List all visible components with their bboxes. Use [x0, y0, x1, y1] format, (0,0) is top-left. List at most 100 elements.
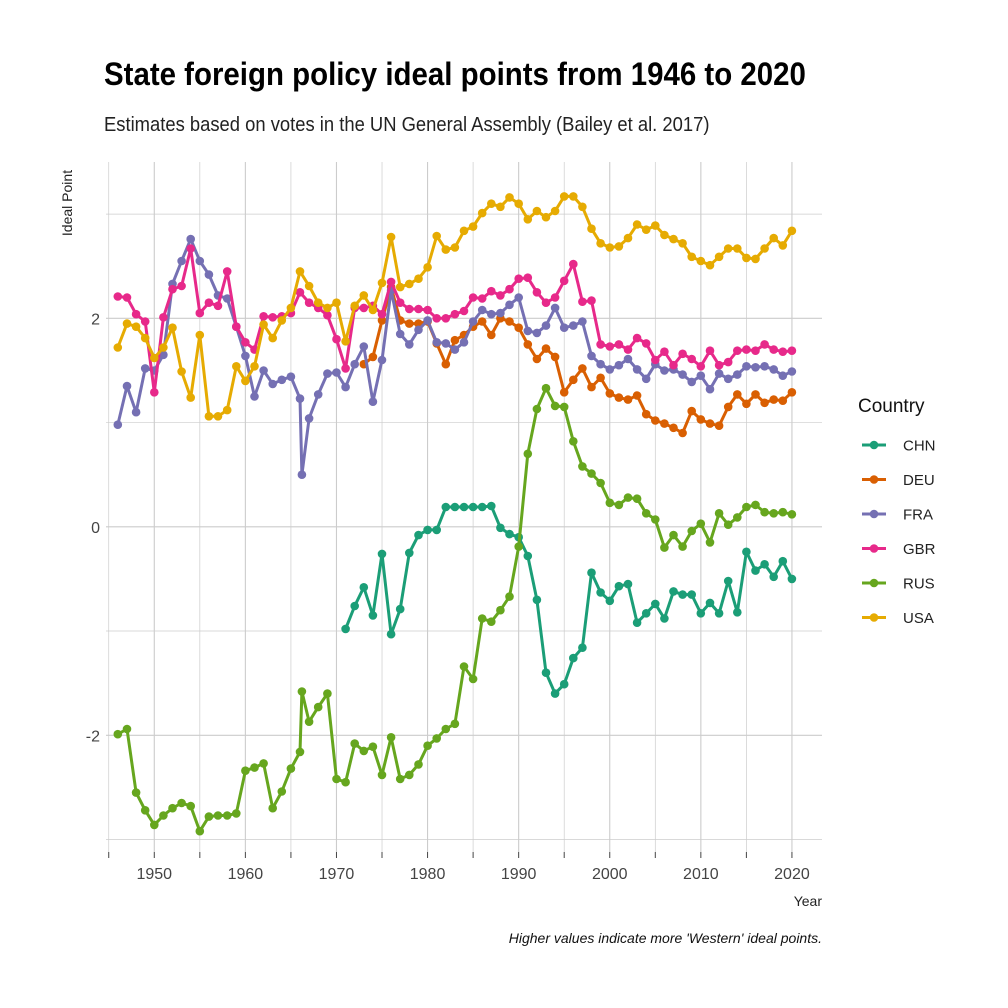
- data-point: [496, 523, 505, 533]
- data-point: [195, 330, 205, 340]
- data-point: [113, 420, 123, 430]
- series-rus: [113, 383, 797, 836]
- data-point: [623, 493, 633, 502]
- data-point: [386, 277, 396, 287]
- data-point: [222, 811, 232, 820]
- data-point: [496, 202, 505, 212]
- data-point: [614, 500, 624, 510]
- data-point: [313, 298, 323, 308]
- data-point: [641, 339, 651, 348]
- data-point: [651, 515, 660, 524]
- data-point: [687, 252, 696, 262]
- data-point: [651, 599, 660, 609]
- data-point: [204, 812, 214, 821]
- data-point: [769, 509, 778, 518]
- data-point: [213, 301, 223, 311]
- data-point: [705, 346, 715, 356]
- x-tick-label: 1950: [136, 866, 172, 883]
- data-point: [541, 212, 551, 222]
- data-point: [297, 470, 307, 480]
- data-point: [395, 282, 405, 292]
- data-point: [578, 202, 587, 212]
- data-point: [250, 362, 259, 371]
- data-point: [477, 502, 487, 512]
- data-point: [660, 230, 669, 240]
- data-point: [514, 542, 523, 551]
- data-point: [641, 609, 651, 618]
- data-point: [405, 340, 414, 349]
- data-point: [641, 374, 651, 384]
- data-point: [769, 365, 778, 374]
- data-point: [350, 301, 360, 311]
- data-point: [441, 314, 451, 323]
- data-point: [441, 724, 451, 734]
- data-point: [323, 369, 332, 378]
- data-point: [569, 375, 578, 385]
- data-point: [140, 333, 150, 343]
- data-point: [159, 313, 168, 322]
- data-point: [177, 281, 186, 291]
- data-point: [742, 345, 751, 354]
- data-point: [505, 284, 514, 294]
- data-point: [778, 507, 788, 517]
- legend-swatch-point: [869, 440, 879, 450]
- data-point: [632, 494, 642, 504]
- data-point: [332, 774, 341, 784]
- data-point: [605, 342, 615, 351]
- data-point: [596, 478, 605, 488]
- data-point: [241, 766, 250, 775]
- chart-subtitle: Estimates based on votes in the UN Gener…: [104, 114, 710, 136]
- data-point: [769, 572, 778, 582]
- data-point: [377, 278, 387, 288]
- data-point: [304, 298, 314, 308]
- data-point: [459, 226, 469, 236]
- data-point: [414, 304, 423, 314]
- legend-label: DEU: [903, 472, 935, 489]
- data-point: [377, 355, 387, 365]
- data-point: [733, 346, 742, 356]
- data-point: [414, 760, 423, 769]
- data-point: [368, 742, 378, 751]
- data-point: [532, 328, 542, 338]
- data-point: [140, 806, 150, 815]
- data-point: [523, 326, 533, 336]
- data-point: [532, 404, 542, 414]
- data-point: [723, 374, 733, 384]
- data-point: [559, 679, 569, 689]
- data-point: [341, 337, 350, 346]
- legend-item-rus: RUS: [862, 576, 935, 593]
- data-point: [760, 398, 769, 408]
- legend-label: RUS: [903, 576, 935, 593]
- data-point: [596, 239, 605, 248]
- data-point: [432, 314, 442, 323]
- data-point: [468, 293, 478, 302]
- data-point: [751, 254, 760, 264]
- data-point: [578, 297, 587, 307]
- data-point: [505, 317, 514, 326]
- data-point: [523, 273, 533, 283]
- data-point: [787, 226, 797, 236]
- data-point: [687, 354, 696, 364]
- data-point: [432, 338, 442, 347]
- data-point: [760, 340, 769, 349]
- data-point: [596, 588, 605, 597]
- data-point: [477, 208, 487, 218]
- chart-caption: Higher values indicate more 'Western' id…: [508, 930, 822, 946]
- data-point: [277, 375, 287, 385]
- data-point: [578, 643, 587, 652]
- data-point: [232, 322, 241, 332]
- data-point: [669, 530, 678, 540]
- data-point: [550, 352, 560, 362]
- data-point: [386, 629, 396, 639]
- data-point: [769, 395, 778, 404]
- data-point: [341, 777, 350, 787]
- data-point: [541, 668, 551, 677]
- data-point: [623, 579, 633, 589]
- data-point: [450, 502, 460, 512]
- data-point: [578, 317, 587, 326]
- data-point: [332, 298, 341, 308]
- data-point: [605, 389, 615, 398]
- data-point: [787, 388, 797, 397]
- data-point: [113, 343, 123, 352]
